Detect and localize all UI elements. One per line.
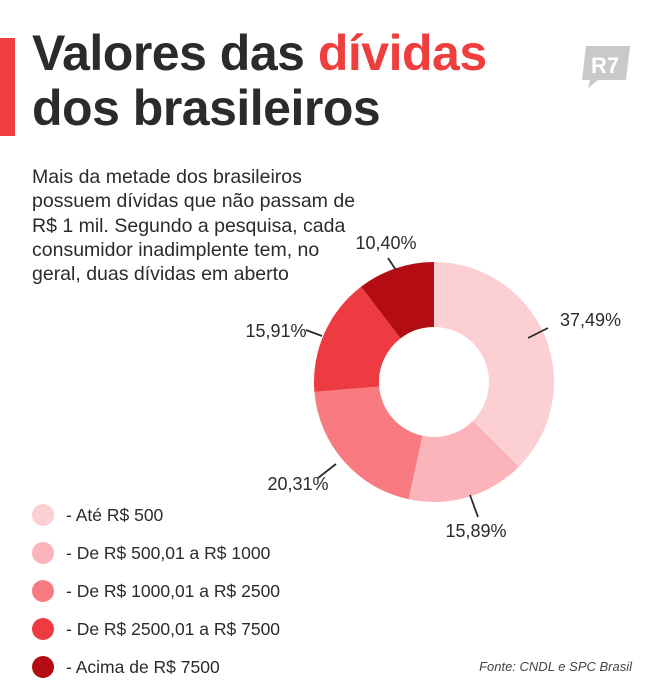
leader-line-5	[387, 257, 397, 271]
legend-item-1: - Até R$ 500	[32, 496, 280, 534]
data-label-1: 37,49%	[560, 310, 621, 330]
donut-slice-4	[314, 286, 401, 392]
legend-item-5: - Acima de R$ 7500	[32, 648, 280, 686]
donut-slice-3	[314, 386, 423, 500]
data-label-5: 10,40%	[355, 233, 416, 253]
legend-item-3: - De R$ 1000,01 a R$ 2500	[32, 572, 280, 610]
legend-item-4: - De R$ 2500,01 a R$ 7500	[32, 610, 280, 648]
legend-label-3: - De R$ 1000,01 a R$ 2500	[66, 580, 281, 601]
accent-bar	[0, 38, 15, 136]
chart-legend: - Até R$ 500 - De R$ 500,01 a R$ 1000 - De…	[32, 496, 280, 686]
legend-swatch-5	[32, 656, 54, 678]
r7-logo: R7	[582, 46, 630, 88]
legend-label-4: - De R$ 2500,01 a R$ 7500	[66, 618, 281, 639]
legend-label-2: - De R$ 500,01 a R$ 1000	[66, 542, 271, 563]
source-credit: Fonte: CNDL e SPC Brasil	[479, 659, 632, 674]
r7-logo-badge	[582, 46, 630, 88]
leader-line-2	[469, 494, 479, 518]
legend-label-1: - Até R$ 500	[66, 504, 164, 525]
legend-label-5: - Acima de R$ 7500	[66, 656, 220, 677]
donut-slice-1	[434, 262, 555, 467]
leader-line-4	[305, 329, 323, 337]
legend-swatch-4	[32, 618, 54, 640]
donut-slice-2	[408, 420, 519, 503]
legend-swatch-1	[32, 504, 54, 526]
legend-item-2: - De R$ 500,01 a R$ 1000	[32, 534, 280, 572]
description-text: Mais da metade dos brasileiros possuem d…	[32, 166, 356, 286]
legend-swatch-3	[32, 580, 54, 602]
page-title: Valores das dívidas dos brasileiros	[32, 26, 487, 136]
leader-line-1	[527, 327, 549, 339]
title-line2: dos brasileiros	[32, 80, 381, 136]
leader-line-3	[317, 463, 337, 479]
legend-swatch-2	[32, 542, 54, 564]
donut-slice-5	[361, 262, 434, 339]
data-label-3: 20,31%	[267, 474, 328, 494]
r7-logo-text: R7	[591, 53, 619, 78]
data-label-4: 15,91%	[245, 321, 306, 341]
data-label-2: 15,89%	[445, 521, 506, 541]
title-part1: Valores das	[32, 25, 318, 81]
title-highlight: dívidas	[317, 25, 487, 81]
